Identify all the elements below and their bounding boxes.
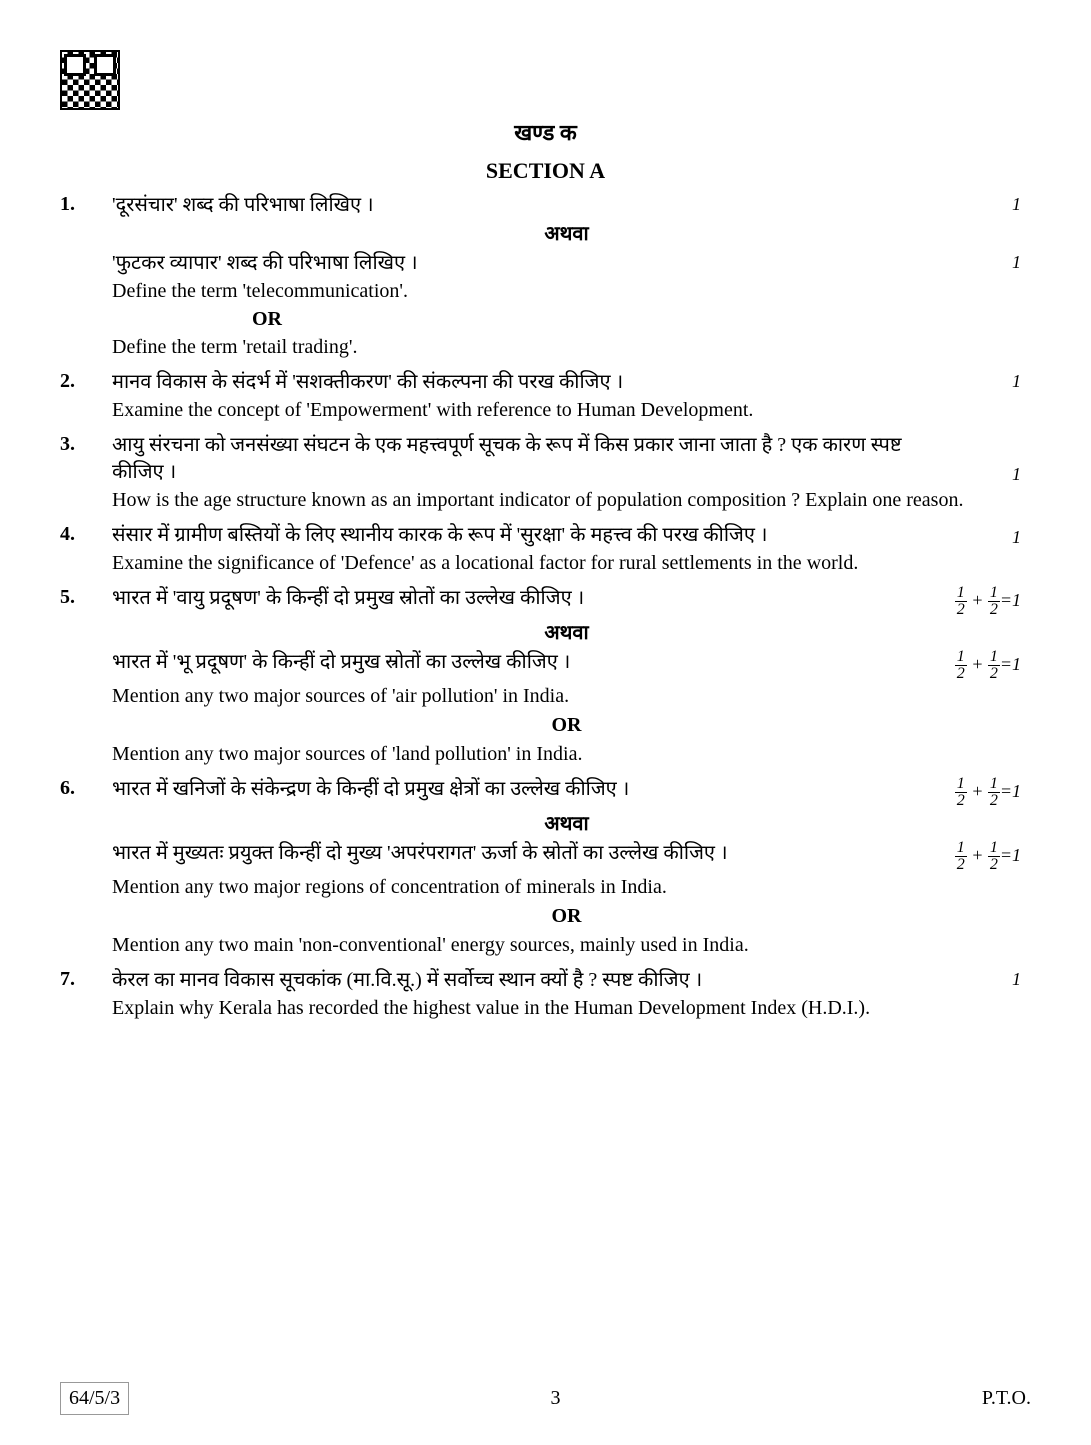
marks-fraction: 12 + 12=1 [955,845,1021,865]
marks: 12 + 12=1 [943,840,1021,873]
question-text: Mention any two major sources of 'air po… [112,683,1021,710]
question-text: 'फुटकर व्यापार' शब्द की परिभाषा लिखिए । [112,250,943,277]
or-hindi: अथवा [112,811,1021,838]
marks: 1 [943,250,1021,274]
marks: 1 [943,369,1021,393]
or-english: OR [252,306,1021,333]
marks: 1 [943,462,1021,486]
pto-label: P.T.O. [982,1385,1031,1412]
section-heading-hindi: खण्ड क [60,118,1031,148]
question-text: 'दूरसंचार' शब्द की परिभाषा लिखिए । [112,192,943,219]
question-text: Examine the concept of 'Empowerment' wit… [112,397,1021,424]
section-heading-english: SECTION A [60,156,1031,186]
question-number: 7. [60,966,112,993]
question-body: केरल का मानव विकास सूचकांक (मा.वि.सू.) म… [112,966,1031,1023]
question-number: 5. [60,584,112,611]
question-text: Examine the significance of 'Defence' as… [112,550,1021,577]
or-english: OR [112,712,1021,739]
question-number: 1. [60,191,112,218]
question-text: भारत में 'भू प्रदूषण' के किन्हीं दो प्रम… [112,649,943,676]
marks-fraction: 12 + 12=1 [955,654,1021,674]
marks: 12 + 12=1 [943,649,1021,682]
question-text: Define the term 'telecommunication'. [112,278,1021,305]
question: 2.मानव विकास के संदर्भ में 'सशक्तीकरण' क… [60,368,1031,425]
question: 6.भारत में खनिजों के संकेन्द्रण के किन्ह… [60,775,1031,960]
question-text: How is the age structure known as an imp… [112,487,1021,514]
or-hindi: अथवा [112,221,1021,248]
question: 4.संसार में ग्रामीण बस्तियों के लिए स्था… [60,521,1031,578]
marks-fraction: 12 + 12=1 [955,781,1021,801]
page-number: 3 [551,1385,561,1412]
question-text: संसार में ग्रामीण बस्तियों के लिए स्थानी… [112,522,943,549]
or-english: OR [112,903,1021,930]
paper-code: 64/5/3 [60,1382,129,1415]
question-text: भारत में खनिजों के संकेन्द्रण के किन्हीं… [112,776,943,803]
or-hindi: अथवा [112,620,1021,647]
question-text: भारत में मुख्यतः प्रयुक्त किन्हीं दो मुख… [112,840,943,867]
question-body: संसार में ग्रामीण बस्तियों के लिए स्थानी… [112,521,1031,578]
marks: 1 [943,192,1021,216]
qr-code-icon [60,50,120,110]
question: 3.आयु संरचना को जनसंख्या संघटन के एक महत… [60,431,1031,515]
question-body: 'दूरसंचार' शब्द की परिभाषा लिखिए ।1अथवा'… [112,191,1031,362]
question-text: Explain why Kerala has recorded the high… [112,995,1021,1022]
question-number: 4. [60,521,112,548]
question-text: Mention any two main 'non-conventional' … [112,932,1021,959]
question-body: आयु संरचना को जनसंख्या संघटन के एक महत्त… [112,431,1031,515]
marks: 12 + 12=1 [943,776,1021,809]
question-text: केरल का मानव विकास सूचकांक (मा.वि.सू.) म… [112,967,943,994]
question-body: भारत में 'वायु प्रदूषण' के किन्हीं दो प्… [112,584,1031,769]
question-text: Mention any two major regions of concent… [112,874,1021,901]
question: 7.केरल का मानव विकास सूचकांक (मा.वि.सू.)… [60,966,1031,1023]
question: 1.'दूरसंचार' शब्द की परिभाषा लिखिए ।1अथव… [60,191,1031,362]
question-text: Define the term 'retail trading'. [112,334,1021,361]
question-number: 6. [60,775,112,802]
question: 5.भारत में 'वायु प्रदूषण' के किन्हीं दो … [60,584,1031,769]
question-number: 2. [60,368,112,395]
question-text: भारत में 'वायु प्रदूषण' के किन्हीं दो प्… [112,585,943,612]
marks: 12 + 12=1 [943,585,1021,618]
question-number: 3. [60,431,112,458]
question-body: भारत में खनिजों के संकेन्द्रण के किन्हीं… [112,775,1031,960]
question-text: Mention any two major sources of 'land p… [112,741,1021,768]
marks-fraction: 12 + 12=1 [955,590,1021,610]
question-body: मानव विकास के संदर्भ में 'सशक्तीकरण' की … [112,368,1031,425]
marks: 1 [943,967,1021,991]
question-text: आयु संरचना को जनसंख्या संघटन के एक महत्त… [112,432,943,486]
marks: 1 [943,525,1021,549]
page-footer: 64/5/3 3 P.T.O. [60,1382,1031,1415]
question-text: मानव विकास के संदर्भ में 'सशक्तीकरण' की … [112,369,943,396]
